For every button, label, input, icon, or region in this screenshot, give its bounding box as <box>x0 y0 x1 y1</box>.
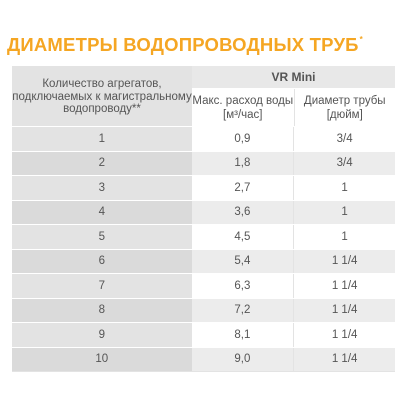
table-body: 1 0,9 3/4 2 1,8 3/4 3 2,7 1 4 3,6 1 5 4,5 1 6 5,4 1 1/4 7 6… <box>12 127 395 372</box>
cell-pipe-diameter: 1 1/4 <box>294 323 395 347</box>
cell-pipe-diameter: 1 <box>294 200 395 224</box>
table-row: 8 7,2 1 1/4 <box>12 298 395 323</box>
cell-unit-count: 4 <box>12 200 192 224</box>
cell-pipe-diameter: 1 <box>294 176 395 200</box>
header-model-name: VR Mini <box>192 66 395 89</box>
cell-unit-count: 7 <box>12 274 192 298</box>
header-model-group: VR Mini Макс. расход воды [м³/час] Диаме… <box>192 66 395 126</box>
page-title: ДИАМЕТРЫ ВОДОПРОВОДНЫХ ТРУБ* <box>7 34 363 56</box>
cell-max-flow: 9,0 <box>191 347 295 371</box>
cell-pipe-diameter: 1 <box>294 225 395 249</box>
cell-pipe-diameter: 1 1/4 <box>294 249 395 273</box>
table-row: 10 9,0 1 1/4 <box>12 347 395 372</box>
cell-unit-count: 9 <box>12 323 192 347</box>
table-row: 3 2,7 1 <box>12 176 395 201</box>
cell-pipe-diameter: 1 1/4 <box>294 298 395 322</box>
cell-max-flow: 6,3 <box>191 274 295 298</box>
cell-unit-count: 2 <box>12 151 192 175</box>
table-row: 9 8,1 1 1/4 <box>12 323 395 348</box>
title-footnote-mark: * <box>359 35 363 44</box>
cell-unit-count: 3 <box>12 176 192 200</box>
header-subcolumns: Макс. расход воды [м³/час] Диаметр трубы… <box>192 89 395 126</box>
cell-unit-count: 6 <box>12 249 192 273</box>
cell-unit-count: 10 <box>12 347 192 371</box>
table-row: 7 6,3 1 1/4 <box>12 274 395 299</box>
pipe-diameter-table: Количество агрегатов, подключаемых к маг… <box>12 66 395 372</box>
cell-unit-count: 5 <box>12 225 192 249</box>
table-row: 6 5,4 1 1/4 <box>12 249 395 274</box>
table-row: 1 0,9 3/4 <box>12 127 395 152</box>
cell-max-flow: 7,2 <box>191 298 295 322</box>
cell-max-flow: 3,6 <box>191 200 295 224</box>
cell-unit-count: 1 <box>12 127 192 151</box>
table-header: Количество агрегатов, подключаемых к маг… <box>12 66 395 127</box>
cell-max-flow: 4,5 <box>191 225 295 249</box>
header-pipe-diameter: Диаметр трубы [дюйм] <box>294 89 395 126</box>
header-unit-count: Количество агрегатов, подключаемых к маг… <box>12 66 192 126</box>
cell-pipe-diameter: 1 1/4 <box>294 347 395 371</box>
cell-max-flow: 2,7 <box>191 176 295 200</box>
cell-max-flow: 1,8 <box>191 151 295 175</box>
cell-max-flow: 8,1 <box>191 323 295 347</box>
cell-max-flow: 0,9 <box>191 127 295 151</box>
table-row: 4 3,6 1 <box>12 200 395 225</box>
cell-max-flow: 5,4 <box>191 249 295 273</box>
header-max-flow: Макс. расход воды [м³/час] <box>192 89 295 126</box>
cell-pipe-diameter: 1 1/4 <box>294 274 395 298</box>
cell-pipe-diameter: 3/4 <box>294 127 395 151</box>
cell-pipe-diameter: 3/4 <box>294 151 395 175</box>
table-row: 5 4,5 1 <box>12 225 395 250</box>
title-text: ДИАМЕТРЫ ВОДОПРОВОДНЫХ ТРУБ <box>7 34 359 55</box>
table-row: 2 1,8 3/4 <box>12 151 395 176</box>
cell-unit-count: 8 <box>12 298 192 322</box>
